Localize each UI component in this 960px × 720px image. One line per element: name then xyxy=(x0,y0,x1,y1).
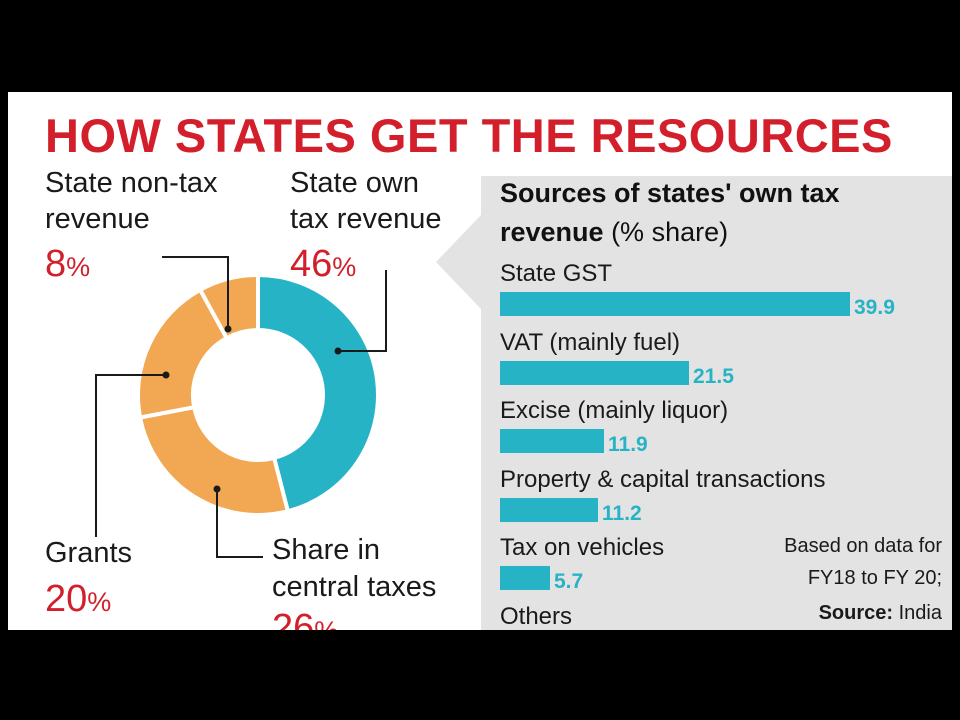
label-owntax-line1: State own xyxy=(290,167,419,199)
bar xyxy=(500,497,598,522)
bar-category-label: Others xyxy=(500,602,573,630)
label-owntax-line2: tax revenue xyxy=(290,203,442,235)
bar-value-label: 21.5 xyxy=(693,364,734,388)
label-grants: Grants xyxy=(45,537,133,569)
bar xyxy=(500,566,550,590)
leader-central-dot xyxy=(213,485,221,493)
bar xyxy=(500,360,689,385)
bar-category-label: State GST xyxy=(500,260,613,287)
bar-value-label: 11.2 xyxy=(602,501,642,525)
bar-category-label: Tax on vehicles xyxy=(500,534,665,561)
bar-category-label: VAT (mainly fuel) xyxy=(500,328,681,356)
leader-nontax-dot xyxy=(224,325,232,333)
source-note: Source: India xyxy=(818,602,942,624)
bar-category-label: Excise (mainly liquor) xyxy=(500,397,729,424)
bar xyxy=(500,292,850,316)
label-central-line2: central taxes xyxy=(272,571,437,603)
donut-slice-3 xyxy=(197,272,260,341)
label-nontax-line2: revenue xyxy=(45,203,150,235)
note-line1: Based on data for xyxy=(784,535,942,557)
note-line2: FY18 to FY 20; xyxy=(807,567,942,589)
leader-owntax-dot xyxy=(334,347,342,355)
donut-chart xyxy=(95,256,387,558)
donut-slice-1 xyxy=(137,404,291,517)
leader-grants-dot xyxy=(162,371,170,379)
pct-nontax: 8% xyxy=(45,243,91,285)
leader-nontax xyxy=(162,256,229,329)
bar-chart-title: Sources of states' own tax revenue (% sh… xyxy=(500,178,840,247)
infographic-title: HOW STATES GET THE RESOURCES xyxy=(45,109,893,162)
bar-category-label: Property & capital transactions xyxy=(500,465,826,493)
infographic-panel: HOW STATES GET THE RESOURCES State non-t… xyxy=(8,92,952,630)
bar-value-label: 11.9 xyxy=(608,433,648,456)
tax-sources-box xyxy=(481,176,952,630)
donut-slice-0 xyxy=(256,272,380,514)
pct-owntax: 46% xyxy=(290,243,357,285)
bar-value-label: 5.7 xyxy=(554,570,584,593)
leader-central xyxy=(216,489,263,558)
pct-central: 26% xyxy=(272,607,338,630)
pct-grants: 20% xyxy=(45,578,112,620)
leader-grants xyxy=(95,374,166,537)
label-nontax-line1: State non-tax xyxy=(45,167,218,199)
leader-owntax xyxy=(338,270,387,352)
bar-value-label: 39.9 xyxy=(854,296,895,319)
bar xyxy=(500,429,604,453)
label-central-line1: Share in xyxy=(272,534,381,566)
